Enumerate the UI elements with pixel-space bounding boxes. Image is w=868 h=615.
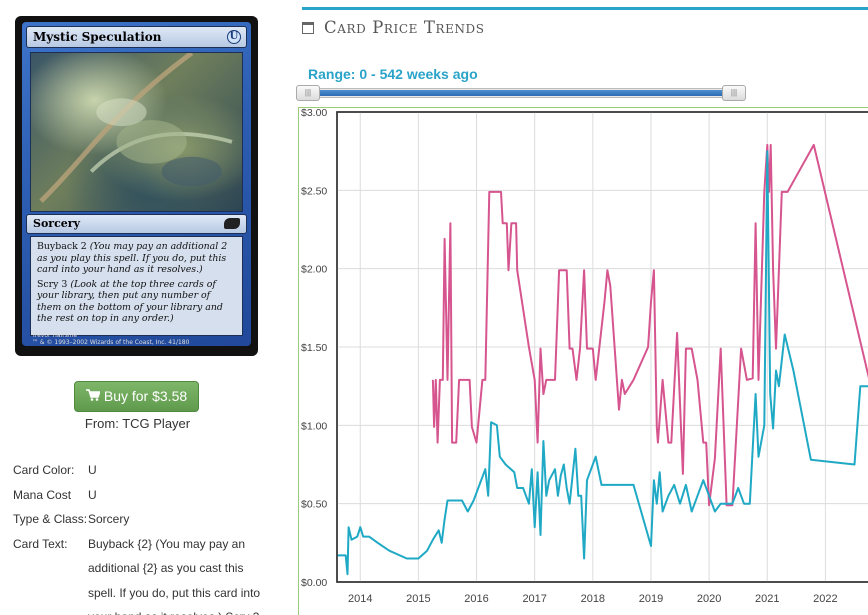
x-tick-label: 2021 bbox=[755, 593, 779, 605]
range-slider-handle-start[interactable]: ||| bbox=[296, 85, 320, 101]
shopping-cart-icon bbox=[85, 382, 101, 411]
x-tick-label: 2020 bbox=[697, 593, 721, 605]
x-tick-label: 2022 bbox=[813, 593, 837, 605]
range-slider-handle-end[interactable]: ||| bbox=[722, 85, 746, 101]
y-tick-label: $3.00 bbox=[301, 108, 327, 119]
buyback-cost: 2 bbox=[80, 241, 87, 252]
copyright-line: ™ & © 1993–2002 Wizards of the Coast, In… bbox=[32, 339, 190, 346]
scry-reminder: (Look at the top three cards of your lib… bbox=[37, 278, 223, 325]
card-attributes: Card Color: U Mana Cost U Type & Class: … bbox=[13, 458, 268, 615]
price-chart: $0.00 $0.50 $1.00 $1.50 $2.00 $2.50 $3.00 2014 2… bbox=[298, 107, 868, 615]
range-slider-fill bbox=[316, 90, 726, 96]
scry-label: Scry 3 bbox=[37, 278, 68, 290]
buy-button-label: Buy for $3.58 bbox=[103, 388, 188, 404]
x-tick-label: 2019 bbox=[639, 593, 663, 605]
x-tick-label: 2015 bbox=[406, 593, 430, 605]
card-rules-text: Buyback 2 (You may pay an additional 2 a… bbox=[30, 236, 243, 336]
card-name: Mystic Speculation bbox=[33, 30, 162, 44]
card-type-line: Sorcery bbox=[33, 217, 80, 230]
x-tick-label: 2017 bbox=[522, 593, 546, 605]
buyback-label: Buyback bbox=[37, 241, 78, 252]
plot-border bbox=[336, 111, 868, 583]
y-tick-label: $2.50 bbox=[301, 185, 327, 197]
y-tick-label: $1.00 bbox=[301, 420, 327, 432]
section-heading: Card Price Trends bbox=[302, 18, 485, 37]
section-top-rule bbox=[302, 7, 868, 10]
card-credits: Trevor Hairsine ™ & © 1993–2002 Wizards … bbox=[32, 332, 189, 346]
range-label: Range: 0 - 542 weeks ago bbox=[308, 66, 478, 82]
blue-mana-icon: U bbox=[227, 30, 241, 44]
vendor-label: From: TCG Player bbox=[84, 416, 191, 431]
attr-row-card-text: Card Text: Buyback {2} (You may pay an bbox=[13, 536, 245, 551]
price-series-line-0 bbox=[431, 143, 868, 507]
y-tick-label: $0.50 bbox=[301, 499, 327, 511]
card-type-bar: Sorcery bbox=[26, 214, 247, 234]
range-slider[interactable]: ||| ||| bbox=[296, 85, 746, 101]
section-title-text: Card Price Trends bbox=[324, 18, 485, 37]
calendar-icon bbox=[302, 22, 314, 34]
y-tick-label: $0.00 bbox=[301, 577, 327, 589]
attr-row-color: Card Color: U bbox=[13, 463, 97, 477]
x-tick-label: 2016 bbox=[464, 593, 488, 605]
attr-row-card-text-cont-1: additional {2} as you cast this bbox=[88, 561, 244, 575]
attr-row-mana-cost: Mana Cost U bbox=[13, 487, 97, 502]
y-tick-label: $1.50 bbox=[301, 342, 327, 354]
buyback-reminder: (You may pay an additional 2 as you play… bbox=[37, 241, 228, 275]
price-series-line-1 bbox=[337, 150, 868, 576]
buy-button[interactable]: Buy for $3.58 bbox=[74, 381, 199, 412]
card-image: Mystic Speculation U Sorcery Buyback 2 (… bbox=[15, 16, 258, 356]
card-frame: Mystic Speculation U Sorcery Buyback 2 (… bbox=[22, 22, 251, 346]
artist-credit: Trevor Hairsine bbox=[32, 332, 78, 339]
x-tick-label: 2018 bbox=[581, 593, 605, 605]
y-tick-label: $2.00 bbox=[301, 264, 327, 276]
card-artwork bbox=[30, 51, 243, 212]
set-symbol-icon bbox=[224, 218, 240, 229]
price-chart-svg: $0.00 $0.50 $1.00 $1.50 $2.00 $2.50 $3.00 2014 2… bbox=[301, 107, 868, 605]
card-name-bar: Mystic Speculation U bbox=[26, 26, 247, 48]
x-tick-label: 2014 bbox=[348, 593, 372, 605]
attr-row-card-text-cont-2: spell. If you do, put this card into bbox=[88, 585, 261, 600]
attr-row-card-text-cont-3: your hand as it resolves.) Scry 3. bbox=[13, 605, 268, 615]
attr-row-type: Type & Class: Sorcery bbox=[13, 512, 130, 526]
